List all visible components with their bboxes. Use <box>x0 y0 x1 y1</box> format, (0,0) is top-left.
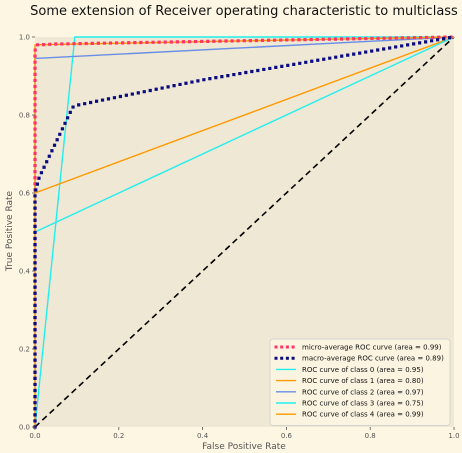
legend-entry: micro-average ROC curve (area = 0.99) <box>302 344 442 352</box>
legend-entry: ROC curve of class 2 (area = 0.97) <box>302 388 424 396</box>
x-tick-label: 0.4 <box>197 432 209 440</box>
y-tick-label: 0.4 <box>19 268 31 276</box>
series-layer <box>33 35 456 429</box>
y-axis-label: True Positive Rate <box>5 190 15 272</box>
legend-entry: ROC curve of class 4 (area = 0.99) <box>302 411 424 419</box>
series-line-0 <box>33 35 456 429</box>
series-line-3 <box>34 36 455 194</box>
y-axis: 0.0 0.2 0.4 0.6 0.8 1.0 <box>19 34 35 432</box>
x-axis-label: False Positive Rate <box>202 442 286 452</box>
legend-box <box>269 338 451 426</box>
y-tick-label: 1.0 <box>19 34 30 42</box>
y-tick-label: 0.2 <box>19 346 30 354</box>
y-tick-label: 0.8 <box>19 112 30 120</box>
reference-layer <box>34 36 455 428</box>
legend-entry: ROC curve of class 0 (area = 0.95) <box>302 366 424 374</box>
y-tick-label: 0.6 <box>19 190 31 198</box>
x-tick-label: 1.0 <box>448 432 459 440</box>
x-tick-label: 0.0 <box>29 432 40 440</box>
x-tick-label: 0.6 <box>281 432 293 440</box>
x-tick-label: 0.2 <box>113 432 124 440</box>
series-line-1 <box>33 35 456 429</box>
chart-title: Some extension of Receiver operating cha… <box>30 4 458 19</box>
legend-entry: ROC curve of class 1 (area = 0.80) <box>302 377 424 385</box>
legend: micro-average ROC curve (area = 0.99) mac… <box>269 338 451 426</box>
x-tick-label: 0.8 <box>365 432 376 440</box>
chance-diagonal-line <box>34 36 455 428</box>
legend-entry: ROC curve of class 3 (area = 0.75) <box>302 400 424 408</box>
y-tick-label: 0.0 <box>19 424 30 432</box>
legend-entry: macro-average ROC curve (area = 0.89) <box>302 355 444 363</box>
series-line-2 <box>34 36 454 428</box>
series-line-5 <box>34 36 455 233</box>
x-axis: 0.0 0.2 0.4 0.6 0.8 1.0 <box>29 427 460 440</box>
